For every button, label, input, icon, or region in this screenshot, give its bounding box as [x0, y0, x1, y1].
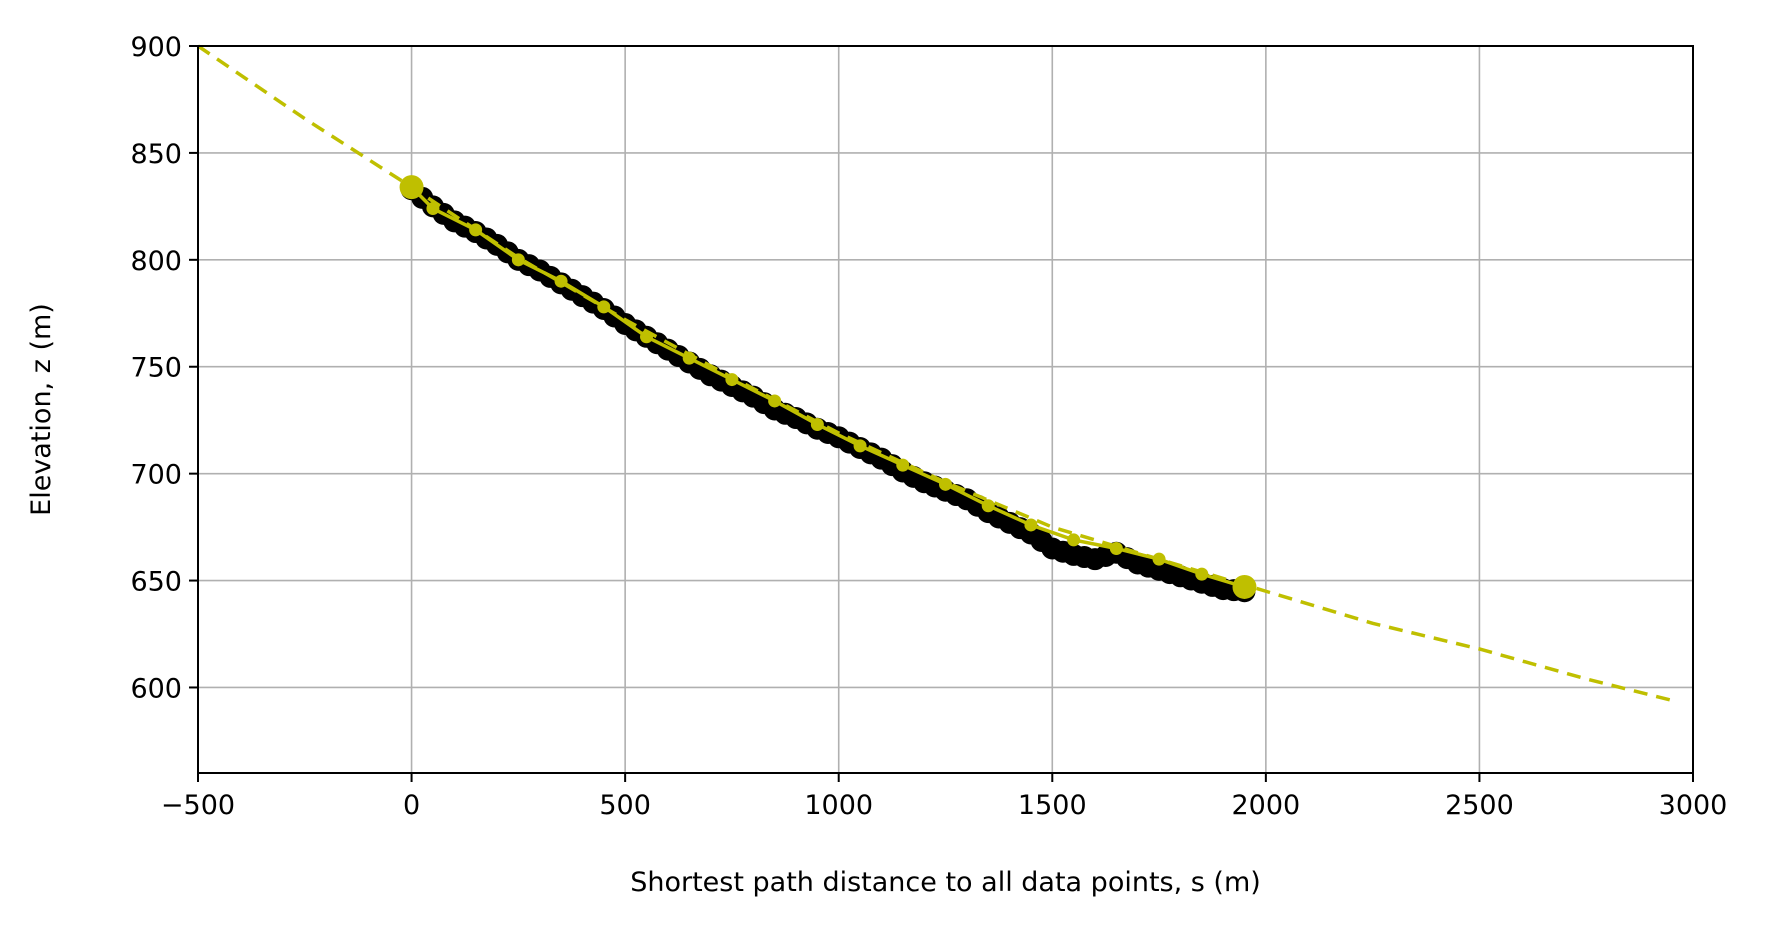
fit-layer: [197, 44, 1673, 702]
extrapolated-fit-line: [197, 44, 1673, 702]
x-axis-label: Shortest path distance to all data point…: [630, 867, 1261, 898]
fitted-profile-endpoint: [399, 175, 424, 200]
fitted-profile-marker: [554, 274, 568, 288]
fitted-profile-marker: [1024, 518, 1038, 532]
fitted-profile-marker: [725, 373, 739, 387]
fitted-profile-marker: [1109, 541, 1123, 555]
y-tick-label: 850: [130, 139, 182, 170]
fitted-profile-marker: [682, 351, 696, 365]
y-tick-label: 900: [130, 32, 182, 63]
x-tick-label: 0: [403, 790, 420, 821]
fitted-profile-marker: [469, 223, 483, 237]
fitted-profile-marker: [597, 300, 611, 314]
fitted-profile-marker: [1152, 552, 1166, 566]
fitted-profile-marker: [640, 330, 653, 344]
fitted-profile-marker: [853, 439, 867, 453]
tick-layer: −500 0 500 1000 1500 2000 2500 3000 600 650 700 750…: [130, 32, 1727, 821]
x-tick-label: 1500: [1018, 790, 1087, 821]
fitted-profile-marker: [768, 394, 782, 408]
fitted-profile-marker: [426, 202, 440, 216]
fitted-profile-marker: [1067, 533, 1081, 547]
y-tick-label: 700: [130, 460, 182, 491]
fitted-profile-marker: [511, 253, 525, 267]
fitted-profile-endpoint: [1232, 574, 1257, 599]
fitted-profile-marker: [1195, 567, 1209, 581]
x-tick-label: 500: [599, 790, 651, 821]
x-tick-label: 3000: [1659, 790, 1728, 821]
x-tick-label: −500: [161, 790, 235, 821]
grid: [197, 45, 1694, 773]
data-points-layer: [400, 178, 1256, 603]
y-axis-label: Elevation, z (m): [26, 303, 57, 516]
x-tick-label: 2500: [1445, 790, 1514, 821]
x-tick-label: 2000: [1231, 790, 1300, 821]
y-tick-label: 800: [130, 246, 182, 277]
fitted-profile-marker: [981, 499, 995, 513]
x-tick-label: 1000: [804, 790, 873, 821]
y-tick-label: 650: [130, 567, 182, 598]
fitted-profile-marker: [896, 458, 910, 472]
y-tick-label: 600: [130, 673, 182, 704]
fitted-profile-marker: [810, 417, 824, 431]
fitted-profile-line: [410, 185, 1246, 589]
fitted-profile-marker: [939, 477, 952, 491]
plot-frame: [197, 45, 1694, 774]
y-tick-label: 750: [130, 353, 182, 384]
